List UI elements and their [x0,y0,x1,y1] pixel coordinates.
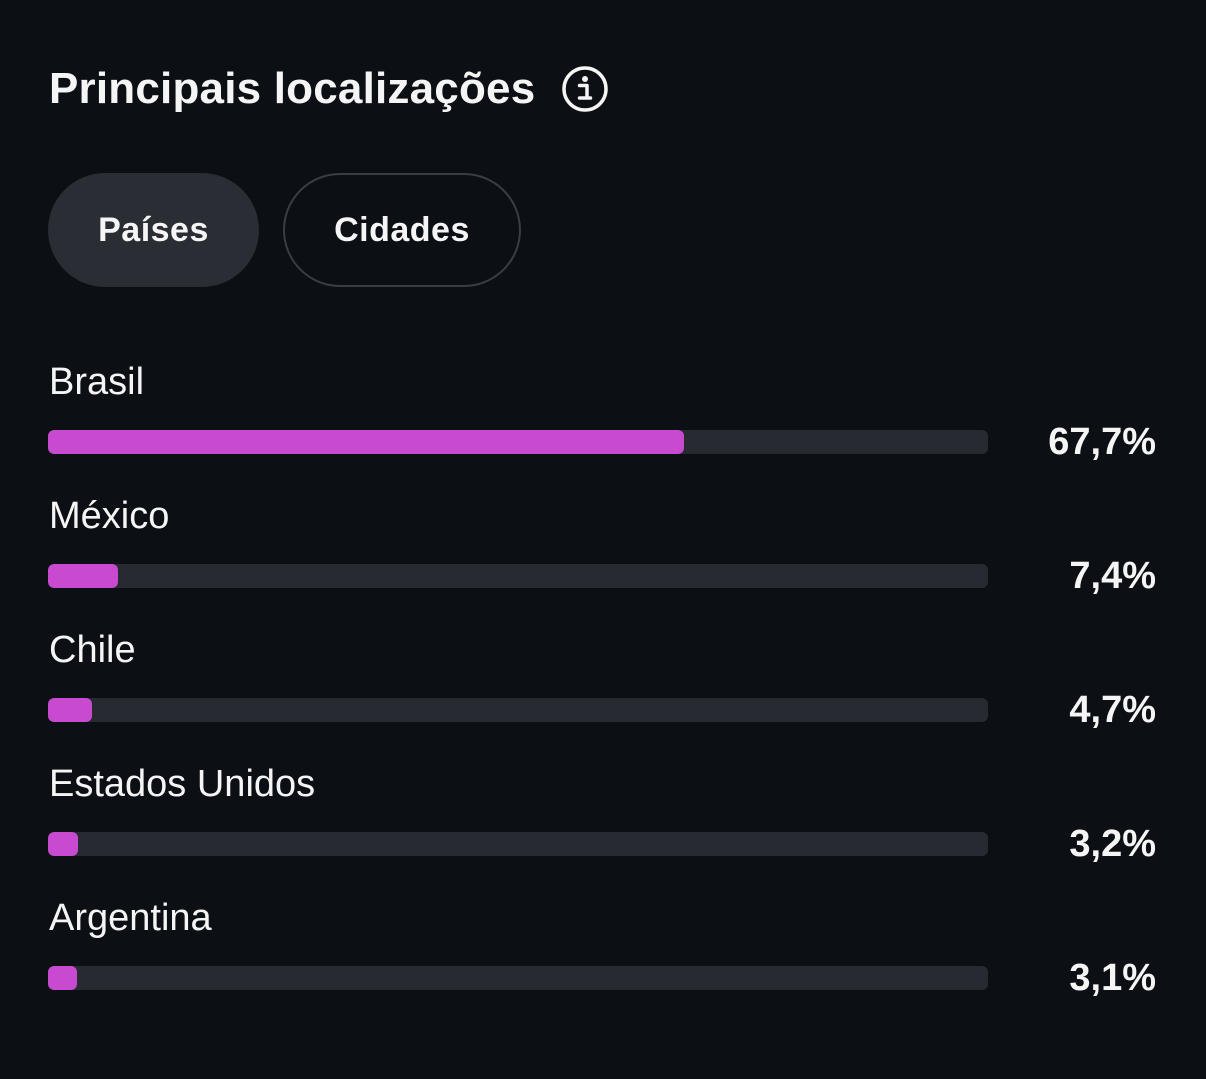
location-percent: 4,7% [1069,689,1156,731]
progress-track [48,564,988,588]
progress-track [48,832,988,856]
location-percent: 3,1% [1069,957,1156,999]
location-name: Argentina [49,897,212,939]
progress-track [48,698,988,722]
progress-fill [48,832,78,856]
progress-track [48,966,988,990]
location-row-estados-unidos: Estados Unidos 3,2% [48,758,1158,892]
tab-paises[interactable]: Países [48,173,259,287]
info-icon[interactable] [561,65,609,113]
location-name: Chile [49,629,136,671]
location-name: Brasil [49,361,145,403]
progress-fill [48,430,684,454]
progress-fill [48,966,77,990]
location-type-tabs: Países Cidades [48,173,521,287]
section-title: Principais localizações [49,64,536,113]
progress-track [48,430,988,454]
location-row-argentina: Argentina 3,1% [48,892,1158,1026]
progress-fill [48,564,118,588]
location-percent: 3,2% [1069,823,1156,865]
progress-fill [48,698,92,722]
location-percent: 7,4% [1069,555,1156,597]
section-header: Principais localizações [49,58,609,120]
tab-cidades[interactable]: Cidades [283,173,521,287]
location-percent: 67,7% [1048,421,1156,463]
location-row-brasil: Brasil 67,7% [48,356,1158,490]
location-name: México [49,495,170,537]
locations-list: Brasil 67,7% México 7,4% Chile 4,7% Esta… [48,356,1158,1026]
location-name: Estados Unidos [49,763,316,805]
location-row-mexico: México 7,4% [48,490,1158,624]
location-row-chile: Chile 4,7% [48,624,1158,758]
